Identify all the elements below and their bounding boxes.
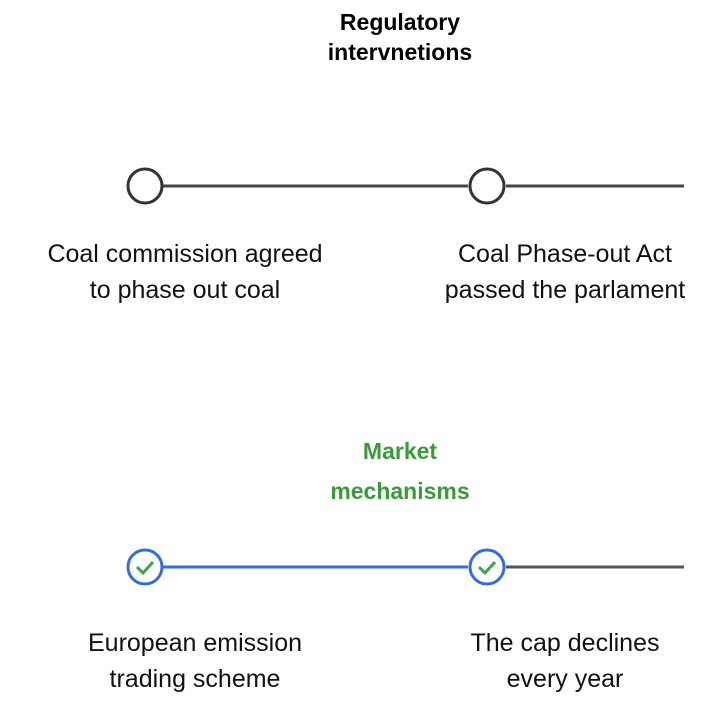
section-title: Market — [363, 438, 437, 464]
step-label: to phase out coal — [90, 276, 280, 304]
step-label: Coal Phase-out Act — [458, 240, 672, 268]
step-label: trading scheme — [110, 665, 281, 693]
step-label: passed the parlament — [445, 276, 685, 304]
step-circle — [468, 167, 506, 205]
step-label: every year — [507, 665, 624, 693]
section-title: Regulatory — [340, 9, 460, 35]
check-icon — [135, 560, 155, 576]
step-label: The cap declines — [470, 629, 659, 657]
section-title: mechanisms — [330, 478, 469, 504]
step-label: European emission — [88, 629, 302, 657]
step-label: Coal commission agreed — [47, 240, 322, 268]
check-icon — [477, 560, 497, 576]
step-circle — [126, 167, 164, 205]
section-title: intervnetions — [328, 39, 472, 65]
step-circle — [468, 548, 506, 586]
step-circle — [126, 548, 164, 586]
